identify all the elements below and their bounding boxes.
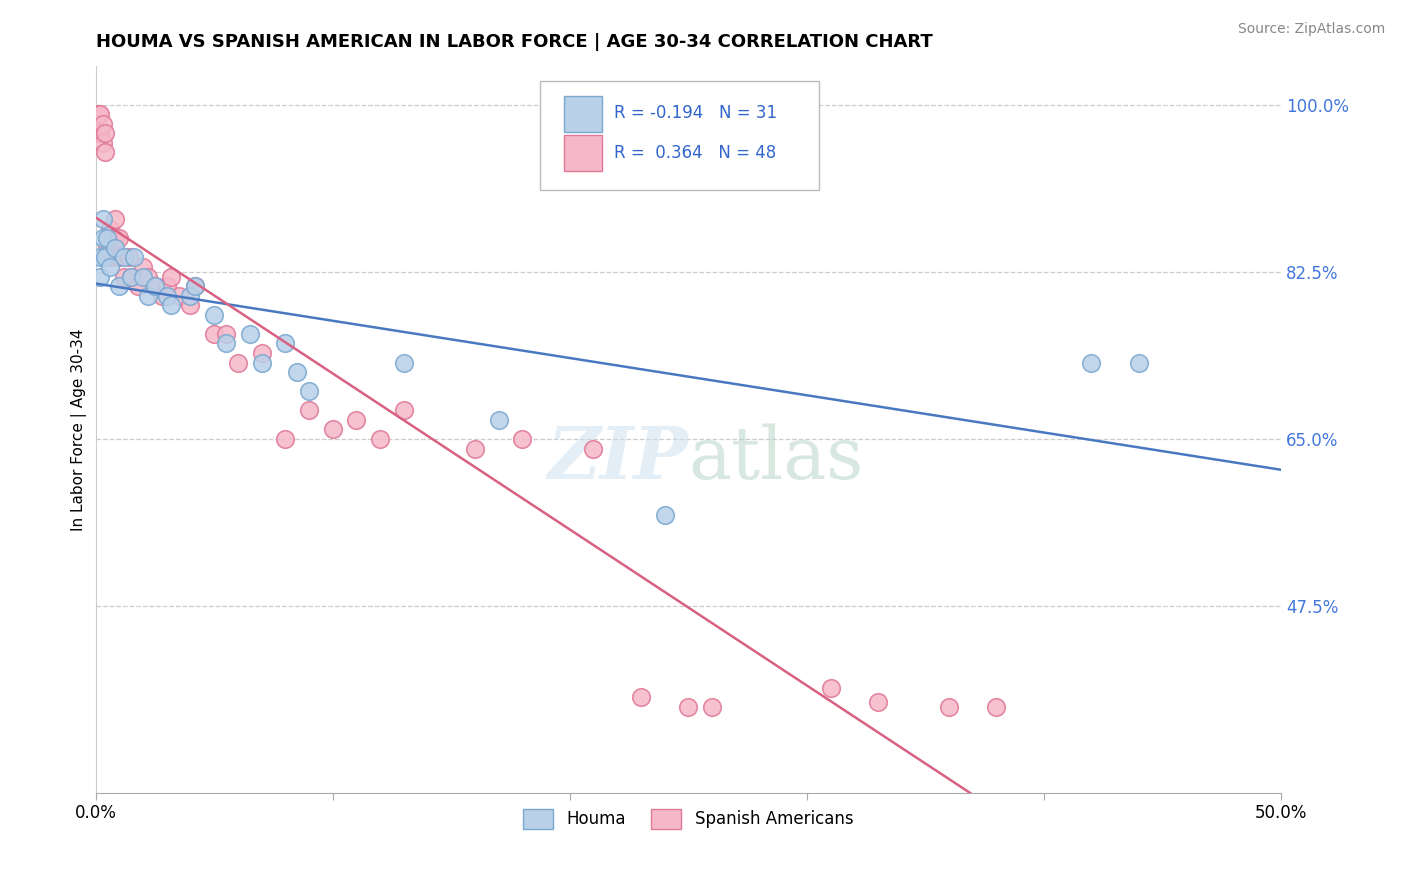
Point: [156, 288, 179, 302]
Point: [94, 145, 117, 160]
Point: [96, 241, 118, 255]
Point: [368, 432, 391, 446]
Point: [167, 288, 190, 302]
Point: [89, 251, 111, 265]
Point: [488, 413, 510, 427]
Point: [132, 269, 155, 284]
Y-axis label: In Labor Force | Age 30-34: In Labor Force | Age 30-34: [72, 328, 87, 531]
Text: R =  0.364   N = 48: R = 0.364 N = 48: [613, 145, 776, 162]
Point: [108, 251, 131, 265]
Point: [700, 699, 723, 714]
Point: [160, 269, 183, 284]
Point: [202, 326, 225, 341]
Text: HOUMA VS SPANISH AMERICAN IN LABOR FORCE | AGE 30-34 CORRELATION CHART: HOUMA VS SPANISH AMERICAN IN LABOR FORCE…: [96, 33, 932, 51]
Text: R = -0.194   N = 31: R = -0.194 N = 31: [613, 103, 776, 122]
Point: [1128, 355, 1150, 369]
Point: [127, 279, 149, 293]
Point: [654, 508, 676, 523]
Point: [101, 251, 124, 265]
Point: [215, 326, 238, 341]
Point: [250, 355, 273, 369]
Point: [136, 288, 159, 302]
Text: atlas: atlas: [689, 424, 863, 494]
Point: [150, 288, 173, 302]
Point: [112, 251, 135, 265]
Point: [184, 279, 207, 293]
Point: [120, 269, 142, 284]
Point: [986, 699, 1008, 714]
Point: [226, 355, 249, 369]
Point: [298, 384, 321, 399]
FancyBboxPatch shape: [564, 96, 602, 132]
Point: [98, 221, 121, 235]
Point: [103, 241, 125, 255]
Point: [87, 126, 110, 140]
Point: [112, 269, 135, 284]
FancyBboxPatch shape: [540, 81, 818, 190]
Point: [184, 279, 207, 293]
Point: [179, 298, 201, 312]
Point: [344, 413, 367, 427]
Point: [630, 690, 652, 704]
Point: [1080, 355, 1102, 369]
Text: ZIP: ZIP: [547, 423, 689, 494]
Point: [274, 432, 297, 446]
Point: [108, 231, 131, 245]
Point: [179, 288, 201, 302]
Text: Source: ZipAtlas.com: Source: ZipAtlas.com: [1237, 22, 1385, 37]
Point: [122, 251, 145, 265]
Point: [118, 251, 141, 265]
Point: [160, 298, 183, 312]
Point: [464, 442, 486, 456]
Point: [89, 126, 111, 140]
Point: [510, 432, 533, 446]
Point: [215, 336, 238, 351]
Point: [96, 231, 118, 245]
Point: [91, 231, 114, 245]
Point: [103, 231, 125, 245]
Legend: Houma, Spanish Americans: Houma, Spanish Americans: [516, 803, 860, 835]
Point: [136, 269, 159, 284]
Point: [91, 212, 114, 227]
Point: [91, 117, 114, 131]
Point: [678, 699, 700, 714]
Point: [202, 308, 225, 322]
Point: [239, 326, 262, 341]
Point: [108, 279, 131, 293]
Point: [582, 442, 605, 456]
Point: [103, 212, 125, 227]
Point: [392, 355, 415, 369]
Point: [143, 279, 166, 293]
Point: [143, 279, 166, 293]
Point: [94, 126, 117, 140]
Point: [322, 422, 344, 436]
Point: [87, 107, 110, 121]
Point: [392, 403, 415, 417]
Point: [98, 260, 121, 274]
Point: [250, 346, 273, 360]
Point: [156, 279, 179, 293]
Point: [132, 260, 155, 274]
Point: [274, 336, 297, 351]
Point: [89, 107, 111, 121]
Point: [285, 365, 308, 379]
Point: [938, 699, 960, 714]
Point: [89, 269, 111, 284]
FancyBboxPatch shape: [564, 136, 602, 171]
Point: [820, 681, 842, 695]
Point: [120, 269, 142, 284]
Point: [866, 695, 889, 709]
Point: [91, 136, 114, 150]
Point: [94, 251, 117, 265]
Point: [298, 403, 321, 417]
